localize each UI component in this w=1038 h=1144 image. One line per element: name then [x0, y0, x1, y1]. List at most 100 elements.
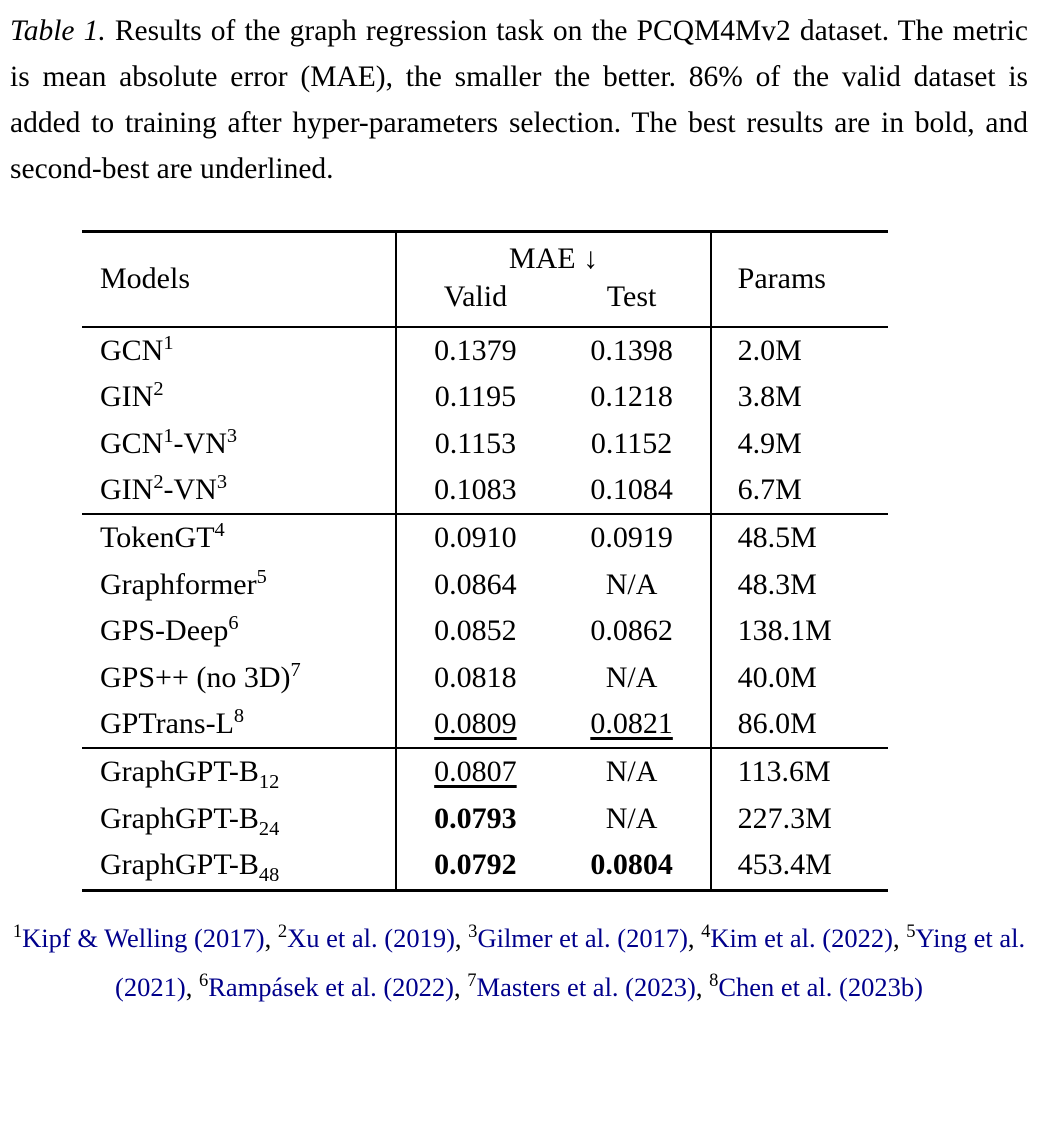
results-table: Models MAE ↓ Params Valid Test GCN1 0.137… — [82, 230, 888, 892]
table-row: GraphGPT-B48 0.0792 0.0804 453.4M — [82, 842, 888, 891]
citation-link[interactable]: Chen et al. (2023b) — [718, 971, 923, 1002]
valid-mae: 0.0809 — [395, 700, 554, 749]
table-row: GraphGPT-B24 0.0793 N/A 227.3M — [82, 795, 888, 843]
footnote-separator: , — [264, 922, 278, 953]
test-mae: 0.0804 — [590, 848, 673, 882]
header-params: Params — [709, 231, 888, 327]
table-row: GCN1-VN3 0.1153 0.1152 4.9M — [82, 420, 888, 468]
params-value: 113.6M — [709, 748, 888, 796]
citation-link[interactable]: Gilmer et al. (2017) — [477, 922, 688, 953]
test-mae: 0.0821 — [590, 706, 673, 740]
table-row: GCN1 0.1379 0.1398 2.0M — [82, 326, 888, 375]
citation-link[interactable]: Masters et al. (2023) — [476, 971, 696, 1002]
valid-mae: 0.0852 — [395, 608, 554, 655]
table-row: GraphGPT-B12 0.0807 N/A 113.6M — [82, 748, 888, 796]
model-name: TokenGT4 — [100, 519, 225, 555]
params-value: 453.4M — [709, 842, 888, 891]
params-value: 3.8M — [709, 374, 888, 421]
test-mae: 0.0919 — [590, 521, 673, 555]
test-mae: N/A — [605, 755, 658, 789]
table-row: GPS-Deep6 0.0852 0.0862 138.1M — [82, 608, 888, 655]
valid-mae: 0.0792 — [395, 842, 554, 891]
footnote-number: 6 — [198, 969, 209, 991]
footnote-separator: , — [687, 922, 702, 953]
params-value: 86.0M — [709, 700, 888, 749]
table-caption-text: Results of the graph regression task on … — [10, 15, 1028, 186]
valid-mae: 0.0807 — [395, 748, 554, 796]
params-value: 40.0M — [709, 654, 888, 701]
params-value: 4.9M — [709, 420, 888, 468]
table-row: GIN2 0.1195 0.1218 3.8M — [82, 374, 888, 421]
table-row: TokenGT4 0.0910 0.0919 48.5M — [82, 514, 888, 562]
table-group-1: GCN1 0.1379 0.1398 2.0M GIN2 0.1195 0.1218 3.8M… — [82, 326, 888, 515]
model-name: GraphGPT-B24 — [100, 801, 280, 840]
footnote-separator: , — [892, 922, 907, 953]
model-name: GCN1 — [100, 331, 174, 367]
header-test: Test — [606, 280, 657, 314]
params-value: 48.3M — [709, 561, 888, 609]
valid-mae: 0.1379 — [395, 326, 554, 375]
table-caption: Table 1. Results of the graph regression… — [10, 8, 1028, 192]
footnote-number: 1 — [12, 920, 23, 942]
params-value: 227.3M — [709, 795, 888, 843]
valid-mae: 0.1153 — [395, 420, 554, 468]
table-row: Graphformer5 0.0864 N/A 48.3M — [82, 561, 888, 609]
citation-link[interactable]: Kim et al. (2022) — [710, 922, 893, 953]
footnote-number: 5 — [906, 920, 916, 942]
test-mae: 0.1152 — [590, 426, 673, 460]
test-mae: N/A — [605, 660, 658, 694]
valid-mae: 0.1195 — [395, 374, 554, 421]
footnote-number: 7 — [467, 969, 477, 991]
test-mae: 0.1084 — [590, 473, 673, 507]
valid-mae: 0.0818 — [395, 654, 554, 701]
params-value: 48.5M — [709, 514, 888, 562]
valid-mae: 0.0793 — [395, 795, 554, 843]
header-models: Models — [100, 262, 190, 296]
table-group-2: TokenGT4 0.0910 0.0919 48.5M Graphformer5 0.0… — [82, 514, 888, 749]
footnote-separator: , — [454, 971, 468, 1002]
test-mae: N/A — [605, 801, 658, 835]
test-mae: N/A — [605, 567, 658, 601]
model-name: GIN2 — [100, 378, 164, 414]
params-value: 138.1M — [709, 608, 888, 655]
header-row-sub: Valid Test — [82, 278, 888, 327]
valid-mae: 0.1083 — [395, 467, 554, 515]
citation-link[interactable]: Kipf & Welling (2017) — [22, 922, 265, 953]
footnotes: 1Kipf & Welling (2017), 2Xu et al. (2019… — [10, 914, 1028, 1012]
model-name: GPS++ (no 3D)7 — [100, 658, 301, 694]
table-header: Models MAE ↓ Params Valid Test — [82, 231, 888, 327]
model-name: GIN2-VN3 — [100, 471, 228, 507]
table-caption-label: Table 1. — [10, 15, 106, 47]
valid-mae: 0.0864 — [395, 561, 554, 609]
footnote-separator: , — [185, 971, 199, 1002]
footnote-number: 4 — [701, 920, 711, 942]
model-name: GraphGPT-B48 — [100, 848, 280, 887]
footnote-separator: , — [695, 971, 710, 1002]
table-row: GPTrans-L8 0.0809 0.0821 86.0M — [82, 700, 888, 749]
table-wrapper: Models MAE ↓ Params Valid Test GCN1 0.137… — [82, 230, 888, 892]
test-mae: 0.1218 — [590, 380, 673, 414]
table-row: GPS++ (no 3D)7 0.0818 N/A 40.0M — [82, 654, 888, 701]
model-name: Graphformer5 — [100, 565, 267, 601]
footnote-number: 3 — [468, 920, 478, 942]
citation-link[interactable]: Xu et al. (2019) — [287, 922, 455, 953]
table-row: GIN2-VN3 0.1083 0.1084 6.7M — [82, 467, 888, 515]
params-value: 2.0M — [709, 326, 888, 375]
header-mae: MAE ↓ — [395, 231, 711, 279]
header-valid: Valid — [395, 278, 554, 327]
header-row-top: Models MAE ↓ Params — [82, 231, 888, 327]
citation-link[interactable]: Ying et al. (2021) — [115, 922, 1026, 1002]
test-mae: 0.1398 — [590, 333, 673, 367]
valid-mae: 0.0910 — [395, 514, 554, 562]
footnote-separator: , — [454, 922, 469, 953]
footnote-number: 8 — [709, 969, 719, 991]
model-name: GPTrans-L8 — [100, 704, 245, 740]
params-value: 6.7M — [709, 467, 888, 515]
test-mae: 0.0862 — [590, 614, 673, 648]
model-name: GCN1-VN3 — [100, 424, 238, 460]
footnote-number: 2 — [277, 920, 288, 942]
model-name: GraphGPT-B12 — [100, 755, 280, 794]
model-name: GPS-Deep6 — [100, 612, 239, 648]
table-group-3: GraphGPT-B12 0.0807 N/A 113.6M GraphGPT-B24 0… — [82, 748, 888, 891]
citation-link[interactable]: Rampásek et al. (2022) — [208, 971, 455, 1002]
